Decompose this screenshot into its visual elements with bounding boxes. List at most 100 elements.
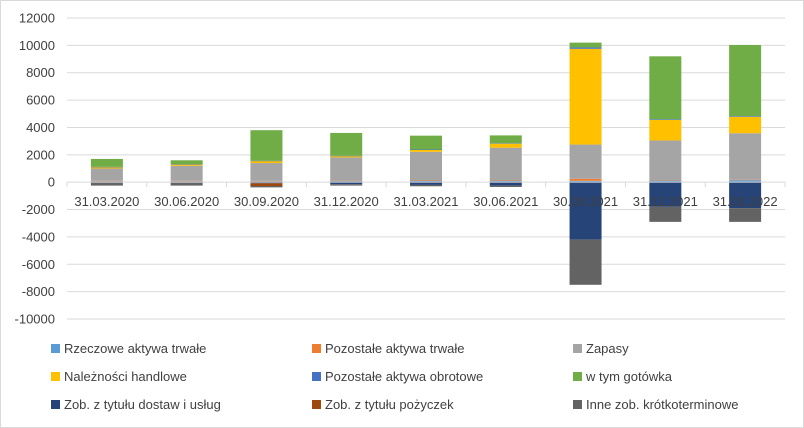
bar-segment (410, 180, 442, 182)
bar-segment (170, 164, 203, 166)
y-tick-label: -10000 (15, 312, 55, 327)
bar-segment (489, 143, 522, 144)
bar-segment (729, 182, 762, 209)
legend-label: Należności handlowe (64, 369, 187, 384)
bar-segment (569, 178, 602, 181)
legend-swatch (312, 344, 321, 353)
bar-segment (90, 180, 123, 182)
bar-segment (250, 163, 283, 181)
bar-segment (410, 135, 442, 150)
x-category-label: 31.03.2022 (713, 194, 778, 209)
bar-segment (330, 180, 363, 182)
zero-axis (66, 181, 786, 188)
y-tick-label: -6000 (22, 257, 55, 272)
legend-label: Zob. z tytułu dostaw i usług (64, 397, 221, 412)
bar-segment (410, 184, 442, 187)
x-category-label: 30.09.2020 (234, 194, 299, 209)
bar-segment (410, 180, 442, 183)
bar-segment (489, 185, 522, 187)
legend-swatch (51, 372, 60, 381)
x-category-label: 31.03.2020 (74, 194, 139, 209)
bar-segment (569, 180, 602, 183)
bar-segment (170, 165, 203, 181)
bar-segment (649, 119, 682, 141)
legend-label: Zob. z tytułu pożyczek (325, 397, 454, 412)
legend-label: Pozostałe aktywa obrotowe (325, 369, 483, 384)
bar-segment (410, 149, 442, 152)
bar-segment (330, 157, 363, 181)
legend-swatch (51, 344, 60, 353)
y-tick-label: -2000 (22, 202, 55, 217)
bar-segment (489, 143, 522, 148)
y-tick-label: 2000 (26, 147, 55, 162)
bar-segment (250, 186, 283, 188)
bar-segment (90, 182, 123, 186)
y-tick-label: 4000 (26, 120, 55, 135)
x-axis-category-labels: 31.03.2020 30.06.2020 30.09.2020 31.12.2020… (74, 194, 777, 209)
bar-segment (250, 180, 283, 182)
bar-segment (410, 149, 442, 150)
legend-swatch (573, 372, 582, 381)
bar-segment (649, 140, 682, 181)
bar-segment (729, 116, 762, 134)
bar-segment (170, 181, 203, 183)
y-tick-label: 12000 (19, 11, 55, 26)
bar-segment (569, 47, 602, 49)
legend-swatch (312, 372, 321, 381)
legend-label: Zapasy (586, 341, 629, 356)
legend-swatch (51, 400, 60, 409)
y-tick-label: 10000 (19, 38, 55, 53)
y-tick-label: -8000 (22, 284, 55, 299)
legend-label: Inne zob. krótkoterminowe (586, 397, 738, 412)
bar-segment (170, 180, 203, 182)
bar-segment (330, 180, 363, 183)
y-tick-label: 6000 (26, 93, 55, 108)
x-category-label: 31.03.2021 (393, 194, 458, 209)
y-axis-tick-labels: 12000 10000 8000 6000 4000 2000 0 -2000 -4000 -60… (15, 11, 55, 327)
bar-segment (569, 239, 602, 285)
bar-segment (489, 135, 522, 144)
bar-segment (170, 164, 203, 165)
bar-segment (569, 144, 602, 179)
bar-segment (90, 168, 123, 181)
bar-segment (729, 208, 762, 222)
x-category-label: 30.06.2020 (154, 194, 219, 209)
bar-segment (729, 179, 762, 181)
bar-segment (649, 182, 682, 207)
bar-segment (569, 48, 602, 145)
bar-segment (489, 180, 522, 183)
bar-segment (569, 182, 602, 240)
bar-segment (250, 130, 283, 161)
bar-segment (649, 119, 682, 120)
bar-segment (90, 158, 123, 167)
bar-segment (250, 182, 283, 184)
bar-segment (90, 166, 123, 168)
legend-label: Rzeczowe aktywa trwałe (64, 341, 206, 356)
bar-segment (649, 56, 682, 120)
bar-segment (250, 181, 283, 183)
legend-swatch (573, 400, 582, 409)
bar-segment (729, 116, 762, 117)
bar-segment (649, 180, 682, 183)
bar-segment (250, 183, 283, 187)
bar-segment (250, 160, 283, 164)
bar-segment (729, 44, 762, 117)
bar-segment (330, 155, 363, 157)
y-tick-label: -4000 (22, 229, 55, 244)
bar-segment (410, 182, 442, 185)
bar-segment (489, 147, 522, 181)
bar-segment (330, 132, 363, 156)
legend-swatch (312, 400, 321, 409)
bar-segment (649, 206, 682, 222)
bar-segment (170, 160, 203, 165)
bar-segment (410, 151, 442, 181)
legend-label: Pozostałe aktywa trwałe (325, 341, 464, 356)
bar-segment (90, 181, 123, 183)
y-tick-label: 0 (48, 175, 55, 190)
bar-segment (729, 180, 762, 183)
y-tick-label: 8000 (26, 65, 55, 80)
x-category-label: 31.12.2021 (633, 194, 698, 209)
bar-segment (170, 182, 203, 186)
